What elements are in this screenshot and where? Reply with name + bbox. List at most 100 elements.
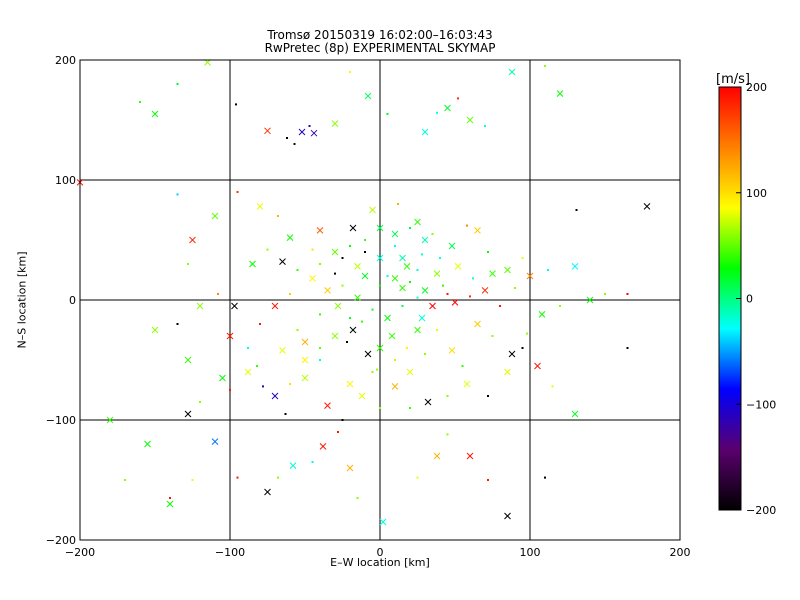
data-point xyxy=(262,385,264,388)
data-point xyxy=(421,236,429,244)
data-point xyxy=(431,233,434,235)
data-point xyxy=(521,347,524,349)
data-point xyxy=(406,347,408,349)
data-point xyxy=(466,224,468,227)
data-point xyxy=(289,383,291,385)
data-point xyxy=(508,68,516,76)
data-point xyxy=(433,452,441,460)
data-point xyxy=(504,266,511,274)
data-point xyxy=(499,305,501,307)
data-point xyxy=(484,125,486,127)
data-point xyxy=(448,347,456,354)
data-point xyxy=(331,332,339,340)
colorbar-ticks: −200 −100 0 100 200 xyxy=(736,81,776,517)
data-point xyxy=(371,371,374,373)
data-point xyxy=(298,128,306,136)
data-point xyxy=(217,293,219,295)
colorbar-title: [m/s] xyxy=(716,72,750,87)
data-point xyxy=(556,90,564,97)
data-point xyxy=(376,344,384,352)
data-point xyxy=(444,104,451,112)
colorbar-tick-label: −100 xyxy=(746,398,776,411)
data-point xyxy=(397,203,399,205)
data-point xyxy=(236,191,239,193)
data-point xyxy=(309,275,316,282)
chart-title: Tromsø 20150319 16:02:00–16:03:43 xyxy=(267,28,493,42)
data-point xyxy=(361,272,369,280)
data-point xyxy=(226,332,234,340)
data-point xyxy=(106,416,114,424)
data-point xyxy=(346,464,354,472)
data-point xyxy=(331,248,339,256)
data-point xyxy=(514,287,516,289)
data-point xyxy=(256,365,258,367)
y-tick-label: 200 xyxy=(55,54,76,67)
data-point xyxy=(575,209,578,211)
data-point xyxy=(331,120,339,127)
data-point xyxy=(474,320,481,328)
data-point xyxy=(286,234,294,241)
data-point xyxy=(504,512,511,520)
colorbar-tick-label: 0 xyxy=(746,293,753,306)
data-point xyxy=(187,263,189,265)
data-point xyxy=(416,296,419,299)
data-point xyxy=(231,302,238,310)
data-point xyxy=(247,347,249,349)
data-point xyxy=(379,284,381,287)
data-point xyxy=(436,111,438,114)
data-point xyxy=(379,407,381,409)
data-point xyxy=(544,65,546,67)
data-point xyxy=(346,341,348,343)
data-point xyxy=(414,218,421,226)
data-point xyxy=(184,356,192,364)
data-point xyxy=(416,269,419,271)
data-point xyxy=(394,245,396,247)
data-point xyxy=(433,270,441,277)
data-point xyxy=(421,253,423,256)
data-point xyxy=(604,293,606,295)
data-point xyxy=(376,224,384,232)
data-point xyxy=(391,275,399,282)
data-point xyxy=(176,323,179,325)
data-point xyxy=(409,407,411,409)
x-tick-label: 100 xyxy=(520,546,541,559)
data-point xyxy=(319,347,321,349)
data-point xyxy=(310,129,318,137)
data-point xyxy=(489,270,496,277)
colorbar-tick-label: 100 xyxy=(746,187,767,200)
data-point xyxy=(559,305,561,307)
x-tick-label: 0 xyxy=(377,546,384,559)
data-point xyxy=(429,302,436,310)
data-point xyxy=(191,479,194,481)
data-point xyxy=(301,338,309,346)
data-point xyxy=(361,320,363,323)
data-point xyxy=(176,193,179,196)
data-point xyxy=(349,317,351,319)
data-point xyxy=(139,101,141,103)
data-point xyxy=(463,380,471,388)
data-point xyxy=(369,206,376,214)
data-point xyxy=(266,248,269,251)
data-point xyxy=(386,275,389,277)
data-point xyxy=(421,287,429,294)
data-point xyxy=(376,368,378,371)
data-point xyxy=(586,296,594,304)
y-tick-label: 100 xyxy=(55,174,76,187)
data-point xyxy=(491,335,494,337)
data-point xyxy=(349,71,351,73)
data-point xyxy=(391,383,399,390)
data-point xyxy=(346,380,354,388)
data-point xyxy=(337,431,339,433)
data-point xyxy=(364,350,372,358)
data-point xyxy=(354,263,361,270)
data-point xyxy=(643,203,651,210)
data-point xyxy=(229,389,231,391)
data-point xyxy=(466,452,474,460)
data-point xyxy=(401,305,404,307)
data-point xyxy=(364,92,372,100)
data-point xyxy=(457,97,459,100)
data-point xyxy=(169,497,171,499)
data-point xyxy=(293,143,296,145)
data-point xyxy=(296,269,299,271)
data-point xyxy=(349,326,357,334)
